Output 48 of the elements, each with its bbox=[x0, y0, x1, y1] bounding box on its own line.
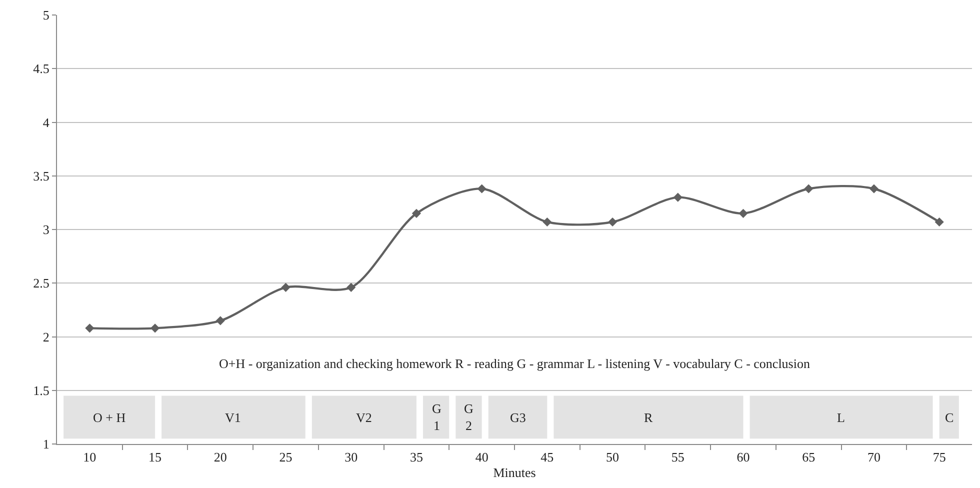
point bbox=[869, 184, 879, 194]
y-tick-label: 3.5 bbox=[33, 168, 50, 184]
band-label: V2 bbox=[356, 410, 372, 425]
band-label: L bbox=[837, 410, 845, 425]
band-label: G3 bbox=[510, 410, 526, 425]
band-label: G 2 bbox=[464, 401, 474, 433]
x-tick-label: 55 bbox=[671, 450, 684, 465]
point bbox=[477, 184, 486, 194]
x-tick-label: 35 bbox=[410, 450, 423, 465]
band-label: C bbox=[945, 410, 954, 425]
point bbox=[150, 324, 160, 333]
band-label: V1 bbox=[225, 410, 241, 425]
x-tick-label: 65 bbox=[802, 450, 816, 465]
y-tick-label: 2 bbox=[42, 329, 50, 344]
y-tick-label: 3 bbox=[42, 222, 50, 238]
x-tick-label: 25 bbox=[279, 450, 292, 465]
x-tick-label: 20 bbox=[214, 450, 227, 465]
y-tick-label: 5 bbox=[42, 8, 50, 23]
point bbox=[346, 282, 356, 292]
band-label: R bbox=[644, 410, 653, 425]
x-tick-label: 50 bbox=[606, 450, 620, 465]
point bbox=[673, 192, 682, 202]
y-tick-label: 1.5 bbox=[33, 382, 50, 398]
band-label: O + H bbox=[93, 410, 126, 425]
x-tick-label: 45 bbox=[540, 450, 554, 465]
x-tick-label: 30 bbox=[344, 450, 358, 465]
point bbox=[738, 208, 748, 218]
point bbox=[804, 184, 814, 194]
point bbox=[934, 217, 944, 227]
band-label: G 1 bbox=[432, 401, 442, 433]
y-tick-label: 4.5 bbox=[33, 61, 50, 76]
x-tick-label: 75 bbox=[932, 450, 946, 465]
point bbox=[216, 316, 225, 326]
x-tick-label: 60 bbox=[736, 450, 750, 465]
x-tick-label: 70 bbox=[867, 450, 880, 465]
annotation: O+H - organization and checking homework R - reading G - grammar L - listening V - vocabulary C - conclusion bbox=[219, 356, 810, 371]
y-tick-label: 2.5 bbox=[33, 276, 50, 291]
point bbox=[542, 217, 552, 227]
point bbox=[281, 282, 290, 292]
point bbox=[85, 324, 94, 333]
x-tick-label: 40 bbox=[475, 450, 488, 465]
y-tick-label: 1 bbox=[42, 436, 50, 452]
y-tick-label: 4 bbox=[42, 114, 50, 130]
x-tick-label: 10 bbox=[83, 450, 96, 465]
x-tick-label: 15 bbox=[148, 450, 162, 465]
x-axis-title: Minutes bbox=[493, 465, 536, 480]
point bbox=[412, 208, 422, 218]
point bbox=[608, 217, 618, 227]
